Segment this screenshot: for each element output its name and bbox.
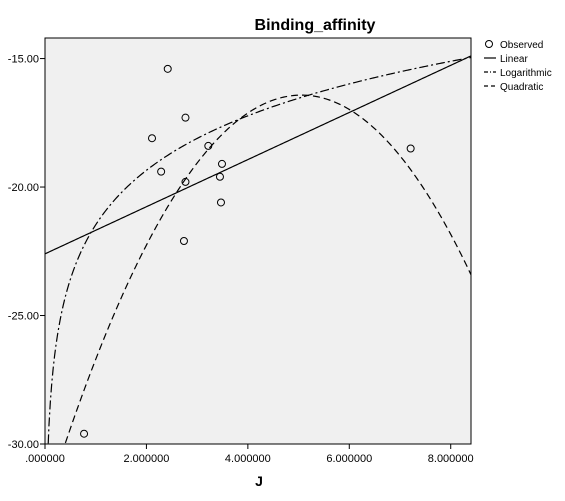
observed-point [181,177,190,186]
observed-point [157,167,166,176]
x-tick-label: .000000 [25,453,65,465]
x-tick-label: 2.000000 [123,453,169,465]
observed-point [217,159,226,168]
x-axis-title: J [255,473,263,489]
observed-point [406,144,415,153]
legend-observed-marker [485,40,493,48]
y-tick-label: -30.00 [8,439,39,451]
chart-title: Binding_affinity [255,17,376,34]
x-tick-label: 8.000000 [428,453,474,465]
plot-area [44,37,472,445]
y-axis: -30.00 -25.00 -20.00 -15.00 [8,54,45,451]
y-tick-label: -25.00 [8,311,39,323]
observed-point [204,141,213,150]
observed-point [179,237,188,245]
x-tick-label: 4.000000 [225,453,271,465]
observed-point [215,172,224,181]
legend: Observed Linear Logarithmic Quadratic [484,40,552,93]
x-tick-label: 6.000000 [326,453,372,465]
y-tick-label: -15.00 [8,54,39,66]
observed-point [216,198,225,207]
observed-point [148,134,157,143]
fit-lines [45,55,471,444]
observed-point [163,64,172,73]
observed-point [181,113,190,122]
logarithmic-fit-line [47,56,471,444]
legend-label: Observed [500,40,543,51]
observed-points [80,64,415,438]
x-axis: .000000 2.000000 4.000000 6.000000 8.000000 [25,444,474,465]
observed-point [80,429,89,438]
linear-fit-line [45,55,471,255]
y-tick-label: -20.00 [8,182,39,194]
legend-label: Linear [500,54,528,65]
legend-label: Logarithmic [500,68,552,79]
legend-label: Quadratic [500,82,543,93]
